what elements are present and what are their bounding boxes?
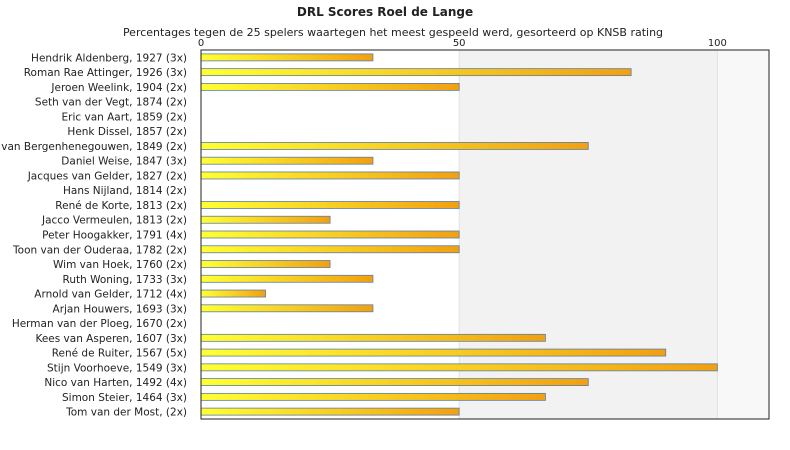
chart-subtitle: Percentages tegen de 25 spelers waartege… bbox=[123, 26, 663, 39]
bars bbox=[200, 53, 718, 416]
bar bbox=[200, 333, 546, 342]
bar bbox=[200, 363, 718, 372]
category-label: Kees van Asperen, 1607 (3x) bbox=[35, 333, 187, 345]
bar bbox=[200, 260, 331, 268]
bar bbox=[200, 274, 374, 283]
category-label: René de Ruiter, 1567 (5x) bbox=[52, 348, 187, 360]
category-label: Arnold van Gelder, 1712 (4x) bbox=[34, 289, 187, 301]
bar bbox=[200, 201, 460, 209]
plot-frame bbox=[200, 49, 770, 420]
category-label: Seth van der Vegt, 1874 (2x) bbox=[35, 97, 187, 109]
category-label: Herman van der Ploeg, 1670 (2x) bbox=[12, 318, 187, 330]
bar bbox=[200, 171, 460, 180]
category-label: Arjan Houwers, 1693 (3x) bbox=[53, 303, 187, 315]
plot-background bbox=[459, 50, 769, 419]
category-label: Eric van Aart, 1859 (2x) bbox=[62, 111, 188, 123]
bar bbox=[200, 156, 374, 165]
category-label: Hendrik Aldenberg, 1927 (3x) bbox=[31, 52, 187, 64]
category-label: Ruth Woning, 1733 (3x) bbox=[63, 274, 188, 286]
band-50-100 bbox=[459, 50, 718, 419]
tick-labels: 0 50 100 bbox=[198, 38, 727, 49]
category-label: Peter Hoogakker, 1791 (4x) bbox=[42, 230, 187, 242]
bar bbox=[200, 142, 589, 150]
category-label: Jacco Vermeulen, 1813 (2x) bbox=[41, 215, 187, 227]
bar bbox=[200, 230, 460, 239]
bar bbox=[200, 215, 331, 224]
band-100-plus bbox=[717, 50, 769, 419]
category-label: Jeroen Weelink, 1904 (2x) bbox=[50, 82, 187, 94]
category-label: Jacques van Gelder, 1827 (2x) bbox=[27, 170, 187, 182]
category-label: Stijn Voorhoeve, 1549 (3x) bbox=[47, 362, 187, 374]
category-label: Henk Dissel, 1857 (2x) bbox=[67, 126, 187, 138]
bar bbox=[200, 289, 266, 298]
bar bbox=[200, 304, 374, 313]
bar bbox=[200, 392, 546, 401]
bar bbox=[200, 83, 460, 91]
category-label: Nico van Harten, 1492 (4x) bbox=[44, 377, 187, 389]
bar bbox=[200, 53, 374, 62]
category-label: Toon van der Ouderaa, 1782 (2x) bbox=[12, 244, 187, 256]
category-label: Daniel Weise, 1847 (3x) bbox=[61, 156, 187, 168]
category-label: Wim van Hoek, 1760 (2x) bbox=[53, 259, 187, 271]
bar bbox=[200, 68, 632, 77]
bar bbox=[200, 348, 667, 357]
category-labels: Hendrik Aldenberg, 1927 (3x) Roman Rae At… bbox=[0, 52, 187, 418]
category-label: Roman Rae Attinger, 1926 (3x) bbox=[24, 67, 187, 79]
x-tick-label: 50 bbox=[453, 38, 466, 49]
category-label: Hans Nijland, 1814 (2x) bbox=[63, 185, 187, 197]
bar bbox=[200, 407, 460, 416]
category-label: Menno van Bergenhenegouwen, 1849 (2x) bbox=[0, 141, 187, 153]
category-label: Tom van der Most, (2x) bbox=[65, 407, 187, 419]
category-label: René de Korte, 1813 (2x) bbox=[55, 200, 187, 212]
chart-title: DRL Scores Roel de Lange bbox=[297, 5, 473, 19]
bar bbox=[200, 378, 589, 387]
x-tick-label: 0 bbox=[198, 38, 204, 49]
x-tick-label: 100 bbox=[708, 38, 727, 49]
bar bbox=[200, 245, 460, 254]
category-label: Simon Steier, 1464 (3x) bbox=[62, 392, 187, 404]
